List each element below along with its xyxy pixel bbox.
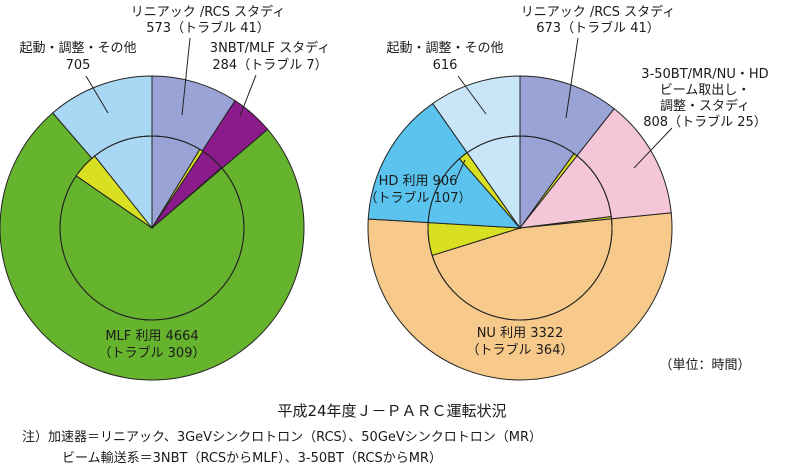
pie-right-label-startup: 起動・調整・その他 <box>386 41 503 56</box>
pie-right-label-startup-value: 616 <box>433 58 458 73</box>
pie-left-label-linac-rcs: リニアック /RCS スタディ <box>131 4 285 20</box>
pie-right-label-hd: HD 利用 906 <box>379 174 458 189</box>
pie-right-label-extraction-l3: 調整・スタディ <box>660 98 750 114</box>
figure-title: 平成24年度Ｊ－ＰＡＲＣ運転状況 <box>277 402 506 420</box>
pie-right-label-extraction-l2: ビーム取出し・ <box>660 83 751 98</box>
pie-left-label-3nbt: 3NBT/MLF スタディ <box>210 40 330 56</box>
pie-left-label-startup-value: 705 <box>66 58 91 73</box>
pie-left-label-3nbt-value: 284（トラブル 7） <box>212 57 327 73</box>
pie-right-label-nu-value: （トラブル 364） <box>467 342 574 358</box>
note-line-2: ビーム輸送系＝3NBT（RCSからMLF）、3-50BT（RCSからMR） <box>62 451 442 466</box>
pie-right-leader-hd <box>454 159 466 183</box>
unit-label: （単位：時間） <box>659 357 750 373</box>
pie-chart-right: リニアック /RCS スタディ 673（トラブル 41） 3-50BT/MR/N… <box>365 4 769 381</box>
pie-left-inner-ring <box>59 135 245 321</box>
pie-left-leader-startup <box>85 75 109 114</box>
pie-left-label-mlf-value: （トラブル 309） <box>99 345 206 361</box>
pie-right-label-extraction-l1: 3-50BT/MR/NU・HD <box>641 67 768 82</box>
pie-right-leader-linac-rcs <box>565 37 579 119</box>
pie-left-label-linac-rcs-value: 573（トラブル 41） <box>146 20 270 36</box>
pie-right-inner-ring <box>427 135 613 321</box>
pie-left-label-mlf: MLF 利用 4664 <box>105 329 198 344</box>
pie-right-label-nu: NU 利用 3322 <box>477 326 564 341</box>
pie-chart-left: リニアック /RCS スタディ 573（トラブル 41） 3NBT/MLF スタ… <box>0 4 330 381</box>
pie-left-label-startup: 起動・調整・その他 <box>19 41 136 56</box>
pie-right-leader-extraction <box>633 127 673 169</box>
note-line-1: 注）加速器＝リニアック、3GeVシンクロトロン（RCS）、50GeVシンクロトロ… <box>22 430 542 445</box>
pie-left-leader-linac-rcs <box>181 37 191 116</box>
pie-right-label-linac-rcs-value: 673（トラブル 41） <box>536 20 660 36</box>
pie-right-label-hd-value: （トラブル 107） <box>365 190 472 206</box>
pie-left-leader-3nbt <box>239 74 257 117</box>
pie-right-label-extraction-value: 808（トラブル 25） <box>643 114 767 130</box>
pie-right-leader-startup <box>457 75 487 115</box>
pie-right-label-linac-rcs: リニアック /RCS スタディ <box>521 4 675 20</box>
